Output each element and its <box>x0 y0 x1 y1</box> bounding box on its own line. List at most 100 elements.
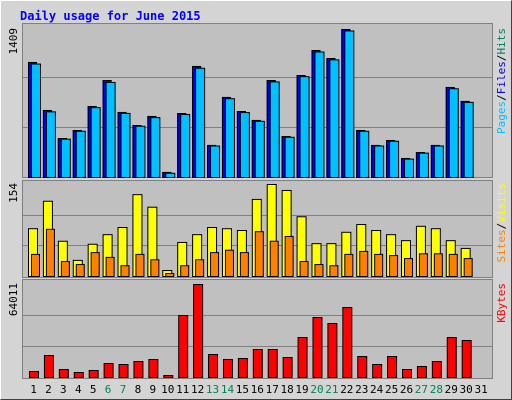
bar <box>299 261 309 278</box>
bar <box>45 111 56 178</box>
bar <box>60 138 71 178</box>
legend-entry: Visits <box>495 183 508 223</box>
bar <box>178 315 189 378</box>
bar <box>463 258 473 277</box>
bar <box>31 63 41 178</box>
x-tick-label: 16 <box>251 383 264 396</box>
x-tick-label: 19 <box>295 383 308 396</box>
x-tick-label: 24 <box>370 383 384 396</box>
x-tick-label: 31 <box>474 383 487 396</box>
bar <box>239 252 249 277</box>
bar <box>135 253 145 277</box>
x-tick-label: 27 <box>415 383 428 396</box>
bar <box>269 81 280 178</box>
bar <box>195 259 205 278</box>
x-tick-label: 18 <box>281 383 294 396</box>
x-tick-label: 8 <box>135 383 142 396</box>
bar <box>193 284 204 378</box>
bar <box>73 372 84 378</box>
bar <box>387 356 398 379</box>
x-tick-label: 13 <box>206 383 219 396</box>
x-tick-label: 23 <box>355 383 368 396</box>
bar <box>237 358 248 379</box>
legend-entry: Files <box>495 61 508 94</box>
x-tick-label: 4 <box>75 383 82 396</box>
bar <box>148 359 159 379</box>
legend: Sites/Visits <box>495 183 508 263</box>
bar <box>344 30 355 178</box>
bar <box>210 252 220 277</box>
bar <box>372 363 383 378</box>
bar <box>75 130 86 178</box>
bar <box>58 369 69 378</box>
bar <box>299 76 310 178</box>
bar <box>43 354 54 379</box>
x-tick-label: 20 <box>310 383 323 396</box>
bar <box>195 67 206 178</box>
bar <box>31 253 40 277</box>
bar <box>446 336 457 379</box>
bar <box>282 356 293 379</box>
bar <box>239 112 250 178</box>
bar <box>284 136 295 178</box>
bar <box>165 273 175 278</box>
bar <box>404 158 414 178</box>
x-tick-label: 17 <box>266 383 279 396</box>
bar <box>297 336 308 379</box>
x-tick-label: 3 <box>60 383 67 396</box>
bar <box>45 228 55 277</box>
x-tick-label: 25 <box>385 383 398 396</box>
bar <box>359 250 369 277</box>
bar <box>327 322 338 379</box>
bar <box>252 349 263 378</box>
bar <box>329 59 340 179</box>
bar <box>433 145 444 179</box>
x-tick-label: 15 <box>236 383 249 396</box>
x-tick-label: 28 <box>430 383 443 396</box>
bar <box>402 369 412 378</box>
x-tick-label: 12 <box>191 383 204 396</box>
bar <box>374 253 384 277</box>
legend-entry: KBytes <box>495 283 508 323</box>
x-tick-label: 14 <box>221 383 235 396</box>
bar <box>210 145 221 179</box>
x-tick-label: 10 <box>161 383 174 396</box>
bar <box>329 265 339 278</box>
x-tick-label: 2 <box>45 383 52 396</box>
bar <box>448 88 459 178</box>
bar <box>359 130 370 178</box>
bar <box>461 339 472 379</box>
bar <box>418 253 428 278</box>
bar <box>224 249 234 277</box>
x-tick-label: 26 <box>400 383 413 396</box>
bar <box>448 253 458 277</box>
x-tick-label: 11 <box>176 383 189 396</box>
bar <box>267 349 278 378</box>
bar <box>342 306 353 379</box>
x-tick-label: 6 <box>105 383 112 396</box>
bar <box>90 107 101 178</box>
bar <box>75 264 85 277</box>
bar <box>433 253 443 278</box>
bar <box>224 98 235 178</box>
legend-entry: Sites <box>495 229 508 262</box>
bar <box>163 374 174 378</box>
bar <box>105 256 115 277</box>
bar <box>120 112 131 178</box>
legend-entry: Hits <box>495 28 508 55</box>
x-tick-label: 9 <box>150 383 157 396</box>
bar <box>418 152 429 179</box>
bar <box>222 359 233 379</box>
bar <box>314 264 324 277</box>
bar <box>374 145 385 179</box>
x-tick-label: 21 <box>325 383 338 396</box>
legend-separator: / <box>495 94 508 101</box>
bar <box>103 363 114 378</box>
bar <box>389 255 399 278</box>
bar <box>29 370 39 379</box>
bar <box>133 360 144 378</box>
bar <box>389 140 400 179</box>
bar <box>150 259 160 278</box>
